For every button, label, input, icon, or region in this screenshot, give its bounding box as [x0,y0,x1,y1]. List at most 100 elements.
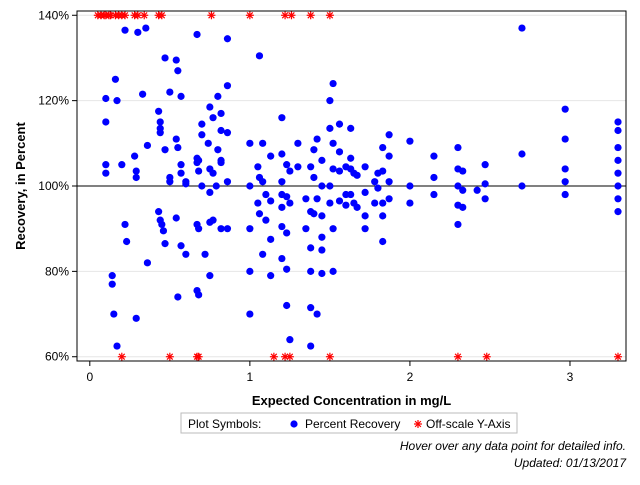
asterisk-stroke [158,11,166,19]
data-point-201 [518,150,526,158]
data-point-58 [195,291,203,299]
data-point-27 [156,129,164,137]
data-point-80 [223,35,232,43]
legend-title: Plot Symbols: [188,417,261,431]
data-point-177 [379,237,387,246]
legend-label-off-scale: Off-scale Y-Axis [426,417,510,431]
data-point-60 [198,131,206,139]
data-point-184 [406,199,414,207]
data-point-57 [195,225,203,233]
data-point-110 [278,254,286,263]
data-point-23 [155,107,163,115]
data-point-181 [385,195,393,203]
data-point-116 [286,167,294,175]
data-point-214 [614,195,622,203]
offscale-point-14 [157,11,166,20]
data-point-36 [166,178,174,186]
asterisk-stroke [286,353,294,361]
data-point-137 [318,212,326,220]
data-point-160 [347,190,355,199]
x-tick-label-0: 0 [86,370,93,384]
data-point-213 [614,182,622,190]
data-point-83 [223,178,232,186]
data-point-186 [430,173,438,182]
asterisk-stroke [281,353,289,361]
data-point-166 [361,188,369,197]
data-point-210 [614,143,622,152]
data-point-101 [267,197,275,205]
data-point-212 [614,169,622,177]
data-point-16 [132,173,140,182]
y-tick-label-140: 140% [38,8,69,22]
data-point-171 [374,184,382,192]
data-point-62 [201,250,209,258]
offscale-point-25 [269,352,278,361]
data-point-56 [195,167,203,175]
data-point-71 [209,216,217,224]
data-point-8 [113,97,121,105]
data-point-30 [159,227,168,235]
y-tick-label-60: 60% [45,350,69,364]
data-point-55 [195,156,203,164]
data-point-40 [174,67,182,75]
data-point-73 [214,92,222,100]
data-point-208 [614,118,622,126]
data-point-120 [294,163,302,171]
offscale-point-19 [306,11,315,20]
data-point-126 [307,267,315,275]
data-point-173 [379,143,387,152]
data-point-59 [198,120,206,128]
data-point-38 [172,135,180,143]
data-point-18 [134,28,142,36]
data-point-89 [246,310,254,318]
data-point-63 [204,139,212,147]
data-point-198 [481,180,489,188]
data-point-32 [161,146,169,154]
y-axis-label: Recovery, in Percent [13,122,28,250]
data-point-19 [139,90,147,98]
data-point-138 [318,233,326,241]
data-point-133 [313,195,321,203]
data-point-179 [385,152,393,160]
asterisk-stroke [121,11,129,19]
data-point-94 [255,210,264,218]
data-point-2 [102,161,110,169]
asterisk-stroke [288,11,295,19]
data-point-204 [561,135,569,143]
data-point-146 [329,139,337,147]
data-point-21 [143,141,152,150]
data-point-125 [307,244,315,252]
data-point-131 [310,210,318,218]
data-point-188 [454,143,462,152]
data-point-194 [459,186,467,194]
data-point-167 [361,212,369,220]
data-point-206 [561,178,569,186]
data-point-85 [246,139,254,147]
data-point-69 [209,114,217,122]
data-point-88 [246,267,254,275]
data-point-100 [267,152,275,160]
x-axis-label: Expected Concentration in mg/L [252,393,451,408]
data-point-46 [177,242,185,250]
data-point-209 [614,126,622,135]
data-point-205 [561,165,569,173]
data-point-148 [329,225,337,233]
data-point-202 [518,182,526,190]
x-tick-label-1: 1 [247,370,254,384]
data-point-84 [223,225,232,233]
data-point-76 [217,126,225,135]
data-point-129 [310,146,318,154]
data-point-164 [353,203,361,211]
asterisk-stroke [454,353,462,361]
data-point-90 [254,163,262,171]
data-point-104 [278,114,286,122]
data-point-42 [174,293,182,301]
data-point-61 [198,182,206,190]
data-point-95 [259,139,267,147]
data-point-185 [430,152,438,160]
data-point-37 [172,56,180,64]
data-point-48 [182,180,190,188]
asterisk-stroke [107,11,114,19]
data-point-193 [459,167,467,175]
